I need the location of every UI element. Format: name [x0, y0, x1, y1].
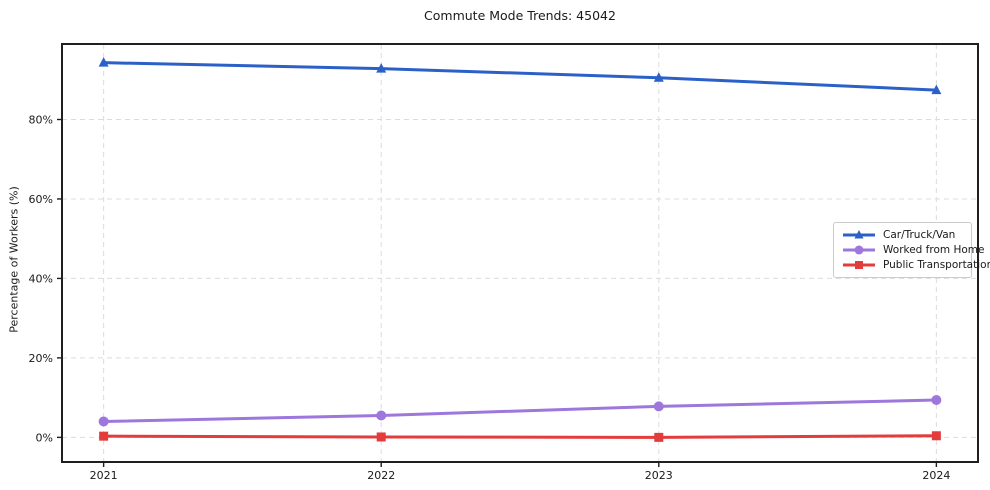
x-tick-label: 2024	[922, 469, 950, 482]
y-tick-label: 0%	[36, 431, 53, 444]
data-point-marker	[99, 431, 109, 441]
legend-label: Car/Truck/Van	[883, 229, 956, 242]
legend-item: Public Transportation	[842, 258, 990, 272]
legend-item: Car/Truck/Van	[842, 228, 964, 242]
series-car-truck-van	[98, 57, 942, 95]
legend-label: Public Transportation	[883, 258, 990, 271]
y-tick-label: 40%	[29, 272, 53, 285]
x-tick-label: 2021	[90, 469, 118, 482]
data-point-marker	[653, 401, 664, 412]
legend-marker-square	[843, 260, 875, 269]
legend-label: Worked from Home	[883, 243, 985, 256]
y-tick-label: 80%	[29, 113, 53, 126]
chart-title: Commute Mode Trends: 45042	[424, 8, 616, 23]
legend-item: Worked from Home	[842, 243, 984, 257]
data-point-marker	[376, 432, 386, 442]
data-point-marker	[98, 416, 109, 427]
x-tick-label: 2022	[367, 469, 395, 482]
series-line	[102, 398, 938, 423]
data-point-marker	[931, 431, 941, 441]
legend-marker-triangle	[843, 230, 875, 239]
series-line	[102, 434, 938, 439]
data-point-marker	[931, 84, 942, 95]
data-point-marker	[855, 260, 863, 269]
series-worked-from-home	[98, 395, 942, 427]
data-point-marker	[854, 230, 864, 239]
data-point-marker	[654, 432, 664, 442]
data-point-marker	[854, 245, 864, 255]
series-line	[102, 61, 938, 92]
data-point-marker	[931, 395, 942, 406]
legend: Car/Truck/Van Worked from Home Public Tran…	[833, 222, 990, 278]
y-tick-label: 60%	[29, 193, 53, 206]
data-point-marker	[376, 63, 387, 73]
axes-spine	[61, 43, 979, 463]
data-point-marker	[98, 57, 109, 67]
x-tick-label: 2023	[645, 469, 673, 482]
series-public-transportation	[99, 431, 941, 442]
data-point-marker	[653, 72, 664, 82]
data-point-marker	[376, 410, 387, 421]
y-tick-label: 20%	[29, 352, 53, 365]
legend-marker-circle	[843, 245, 875, 255]
